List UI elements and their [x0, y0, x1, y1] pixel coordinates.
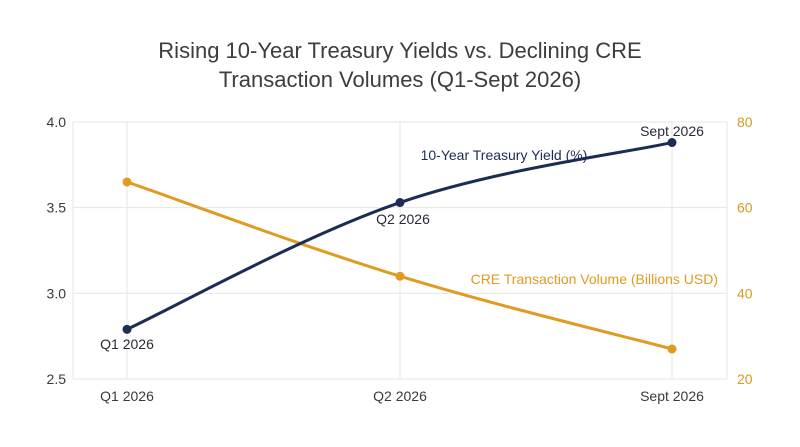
axes: 2.5 3.0 3.5 4.0 20 40 60 80 Q1 2026 Q2 2026 Sept 2…: [47, 114, 753, 404]
treasury-yield-point: [395, 198, 405, 208]
treasury-yield-point: [667, 138, 677, 148]
grid: [72, 121, 728, 380]
y-right-tick-label: 40: [737, 285, 753, 301]
point-label-q2: Q2 2026: [376, 211, 430, 227]
y-right-tick-label: 60: [737, 200, 753, 216]
cre-volume-point: [667, 344, 677, 354]
y-left-tick-label: 2.5: [47, 371, 67, 387]
y-left-tick-label: 4.0: [47, 114, 67, 130]
x-tick-label: Q1 2026: [100, 388, 154, 404]
x-tick-label: Q2 2026: [373, 388, 427, 404]
treasury-yield-point: [122, 324, 132, 334]
chart-title-line1: Rising 10-Year Treasury Yields vs. Decli…: [158, 38, 642, 63]
x-tick-label: Sept 2026: [640, 388, 704, 404]
y-left-tick-label: 3.5: [47, 200, 67, 216]
series-labels: CRE Transaction Volume (Billions USD) 10-…: [100, 123, 718, 352]
cre-volume-series-label: CRE Transaction Volume (Billions USD): [471, 271, 718, 287]
treasury-yield-series-label: 10-Year Treasury Yield (%): [421, 147, 588, 163]
cre-volume-point: [122, 177, 132, 187]
point-label-q1: Q1 2026: [100, 336, 154, 352]
series-points: [122, 138, 677, 354]
cre-volume-point: [395, 271, 405, 281]
point-label-sept: Sept 2026: [640, 123, 704, 139]
chart-title-line2: Transaction Volumes (Q1-Sept 2026): [218, 67, 582, 92]
chart-title: Rising 10-Year Treasury Yields vs. Decli…: [0, 36, 800, 94]
y-right-tick-label: 20: [737, 371, 753, 387]
y-left-tick-label: 3.0: [47, 285, 67, 301]
y-right-tick-label: 80: [737, 114, 753, 130]
